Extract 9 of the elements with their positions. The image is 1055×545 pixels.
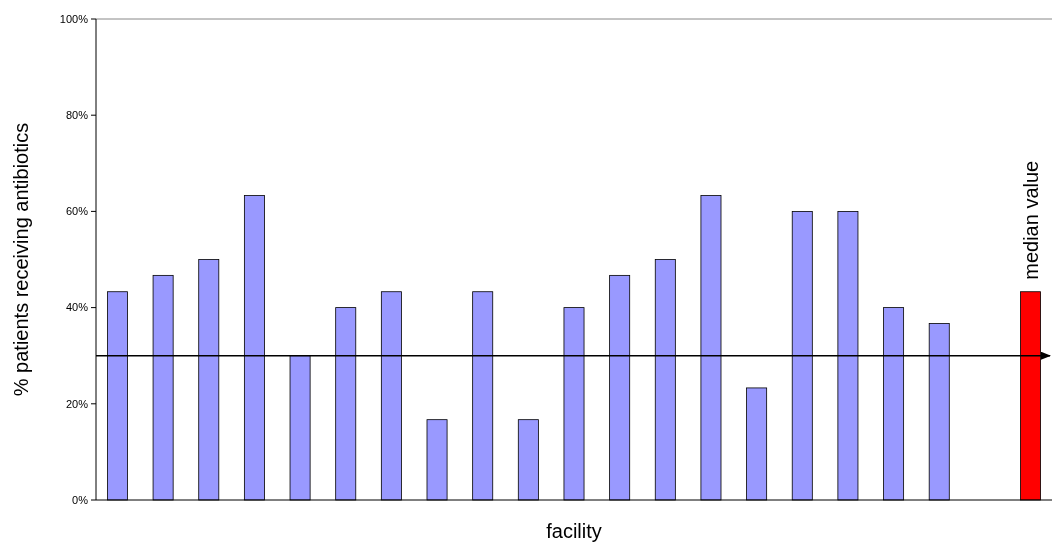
x-axis-title: facility bbox=[546, 520, 602, 542]
y-tick-label: 80% bbox=[65, 109, 89, 122]
y-tick-label: 100% bbox=[59, 12, 89, 25]
y-tick-label: 40% bbox=[65, 301, 89, 314]
y-axis-title: % patients receiving antibiotics bbox=[10, 122, 32, 397]
y-tick-label: 20% bbox=[65, 397, 89, 410]
x-tick-label: median value bbox=[1019, 160, 1042, 280]
y-tick-label: 60% bbox=[65, 205, 89, 218]
y-tick-label: 0% bbox=[72, 493, 89, 506]
